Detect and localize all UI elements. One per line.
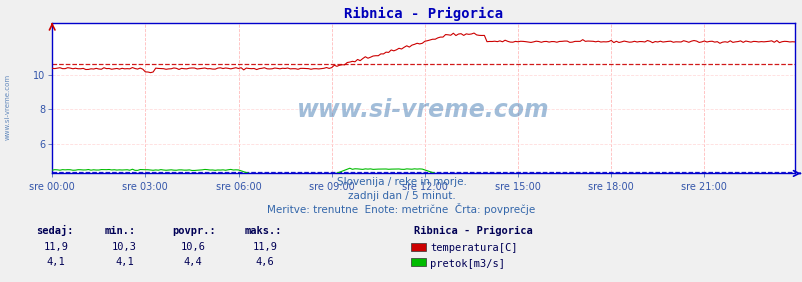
- Text: zadnji dan / 5 minut.: zadnji dan / 5 minut.: [347, 191, 455, 201]
- Text: Meritve: trenutne  Enote: metrične  Črta: povprečje: Meritve: trenutne Enote: metrične Črta: …: [267, 203, 535, 215]
- Text: maks.:: maks.:: [245, 226, 282, 236]
- Text: 4,1: 4,1: [115, 257, 134, 267]
- Text: www.si-vreme.com: www.si-vreme.com: [5, 74, 11, 140]
- Text: Slovenija / reke in morje.: Slovenija / reke in morje.: [336, 177, 466, 187]
- Text: povpr.:: povpr.:: [172, 226, 216, 236]
- Text: temperatura[C]: temperatura[C]: [430, 243, 517, 253]
- Text: 11,9: 11,9: [43, 242, 69, 252]
- Text: 11,9: 11,9: [252, 242, 277, 252]
- Text: 4,4: 4,4: [183, 257, 202, 267]
- Text: sedaj:: sedaj:: [36, 225, 74, 236]
- Text: 10,3: 10,3: [111, 242, 137, 252]
- Title: Ribnica - Prigorica: Ribnica - Prigorica: [343, 7, 503, 21]
- Text: 4,1: 4,1: [47, 257, 66, 267]
- Text: min.:: min.:: [104, 226, 136, 236]
- Text: pretok[m3/s]: pretok[m3/s]: [430, 259, 504, 269]
- Text: Ribnica - Prigorica: Ribnica - Prigorica: [413, 226, 532, 236]
- Text: www.si-vreme.com: www.si-vreme.com: [297, 98, 549, 122]
- Text: 4,6: 4,6: [255, 257, 274, 267]
- Text: 10,6: 10,6: [180, 242, 205, 252]
